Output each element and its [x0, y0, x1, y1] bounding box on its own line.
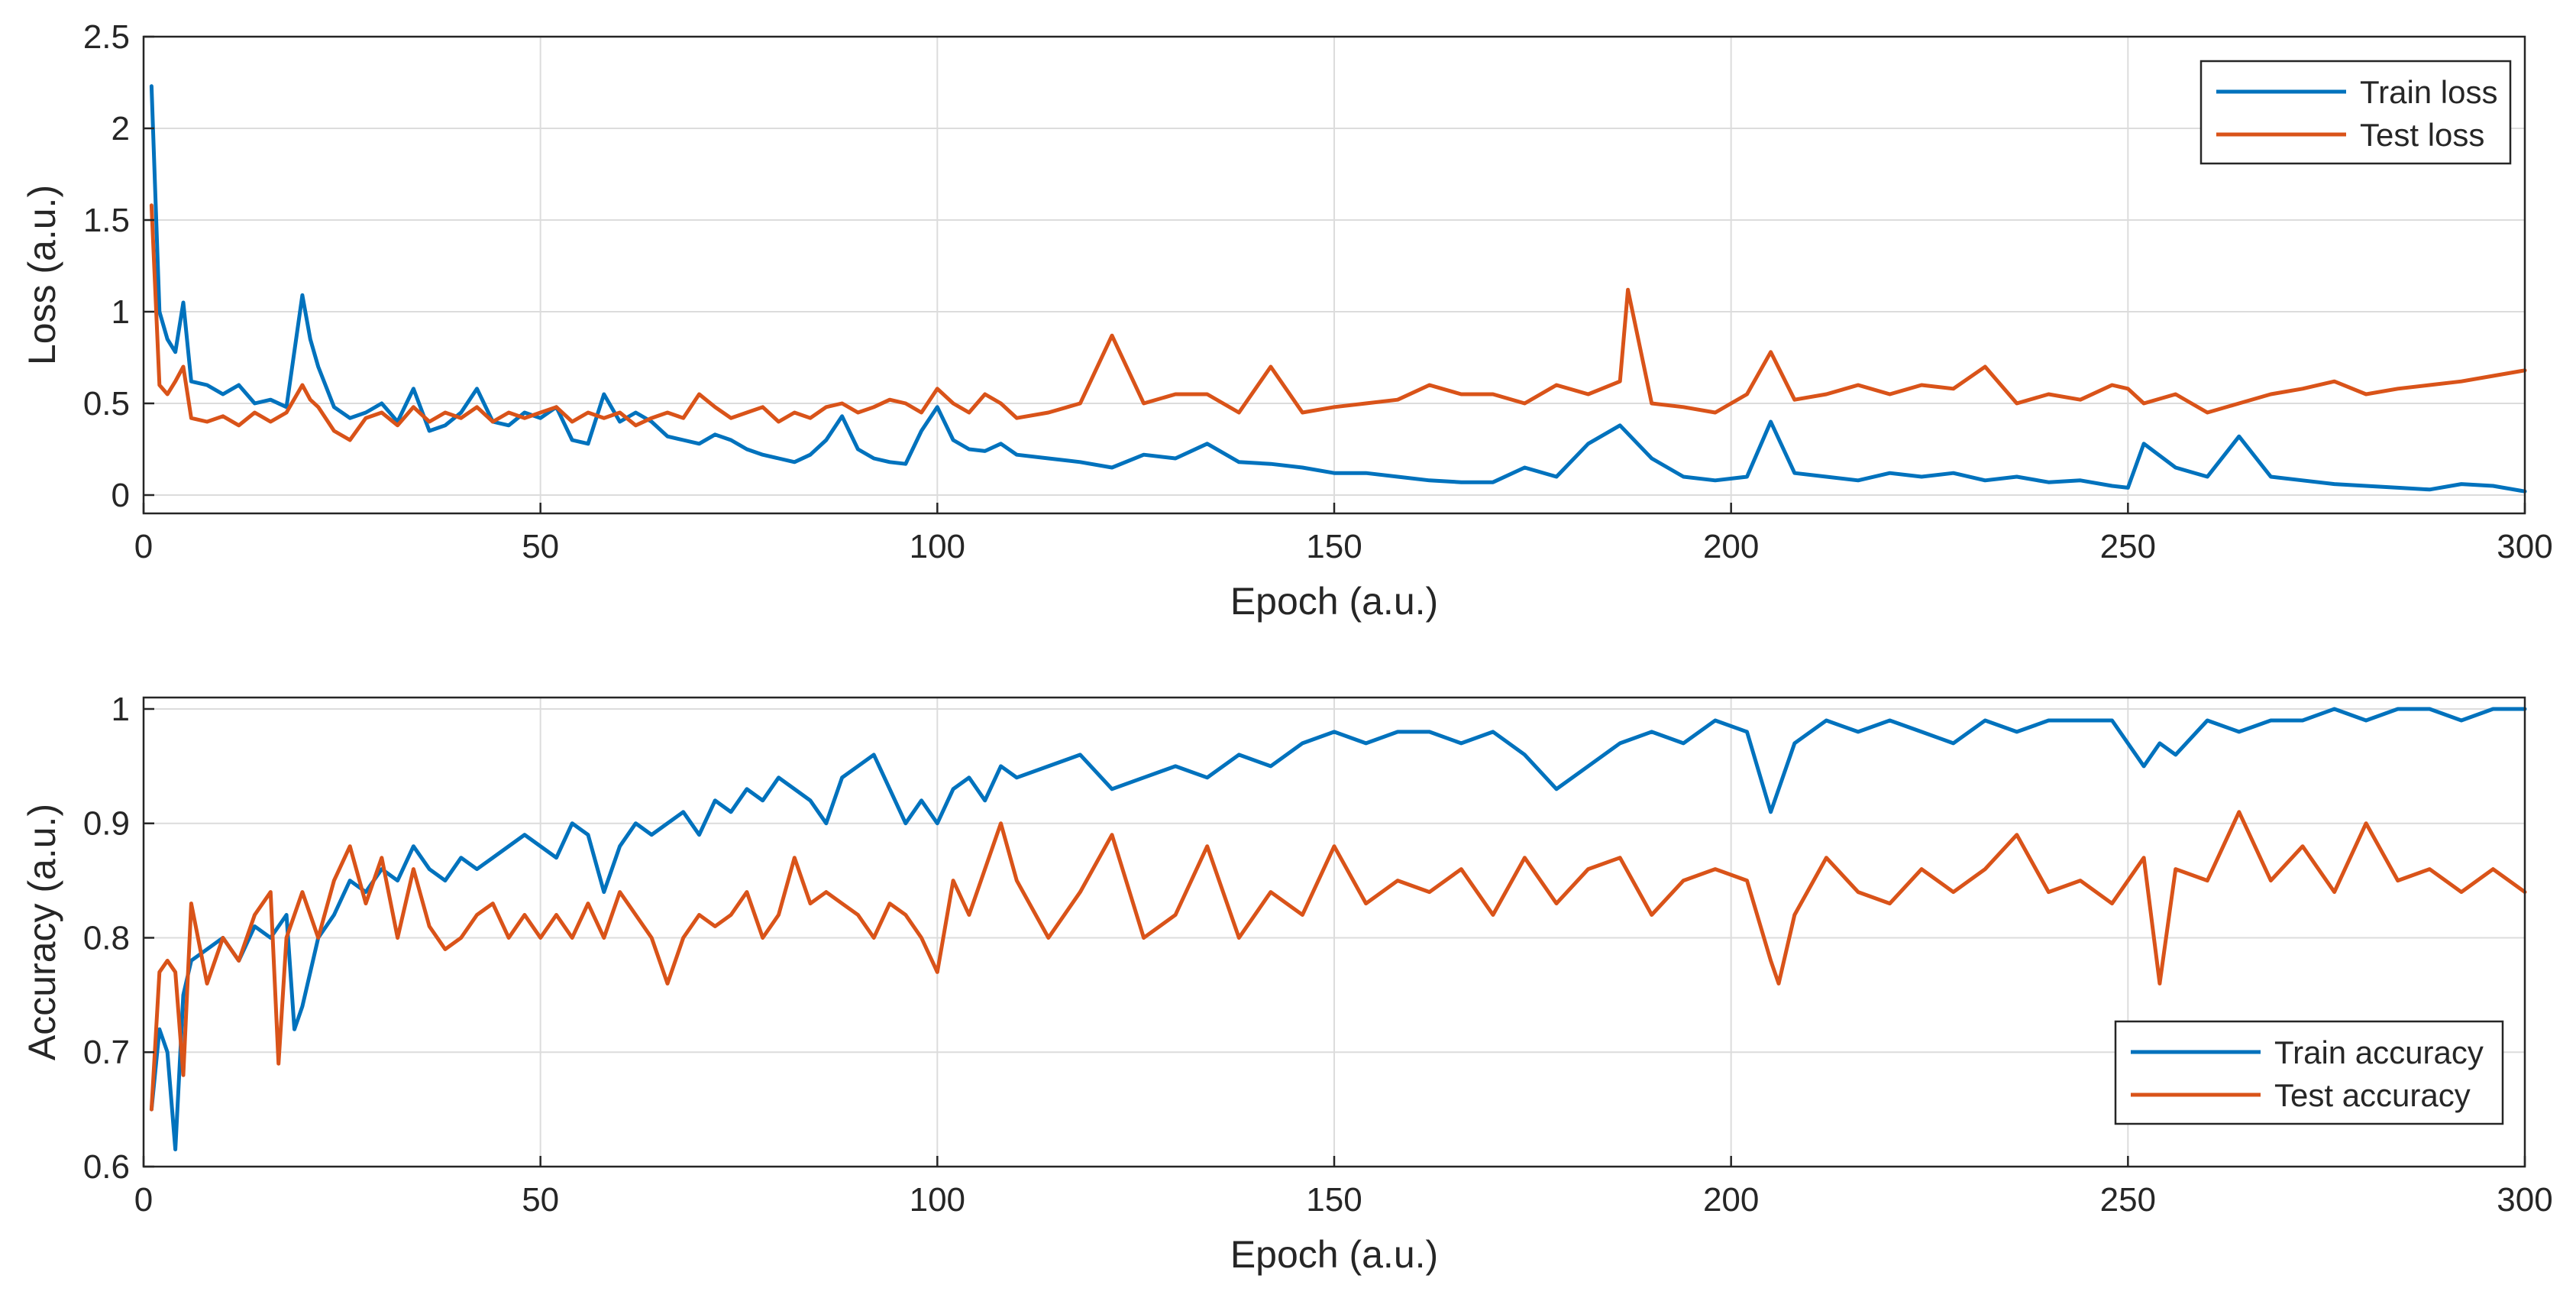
accuracy-x-tick-label: 300 [2497, 1181, 2552, 1219]
loss-x-tick-label: 200 [1703, 528, 1759, 565]
accuracy-x-tick-label: 0 [134, 1181, 153, 1219]
accuracy-legend: Train accuracy Test accuracy [2114, 1020, 2504, 1125]
accuracy-x-tick-label: 200 [1703, 1181, 1759, 1219]
loss-x-tick-label: 300 [2497, 528, 2552, 565]
accuracy-x-tick-label: 250 [2100, 1181, 2156, 1219]
loss-y-tick-label: 2 [112, 110, 130, 147]
loss-legend-box [2199, 60, 2512, 165]
loss-y-tick-label: 0.5 [83, 385, 130, 422]
accuracy-chart-panel: 0 50 100 150 200 250 300 0.6 0.7 0.8 0.9 1 Epoch (a.… [21, 691, 2553, 1276]
loss-x-tick-label: 0 [134, 528, 153, 565]
accuracy-y-tick-label: 0.7 [83, 1034, 130, 1071]
accuracy-x-tick-label: 100 [910, 1181, 965, 1219]
loss-x-tick-label: 50 [522, 528, 559, 565]
accuracy-y-axis-label: Accuracy (a.u.) [21, 804, 63, 1060]
loss-legend-label-test: Test loss [2360, 117, 2484, 153]
accuracy-series-test-line [149, 810, 2527, 1112]
loss-x-tick-label: 250 [2100, 528, 2156, 565]
loss-legend: Train loss Test loss [2199, 60, 2512, 165]
accuracy-y-tick-label: 0.9 [83, 805, 130, 843]
loss-x-tick-label: 150 [1306, 528, 1362, 565]
accuracy-series-train-line [149, 707, 2527, 1151]
loss-x-tick-label: 100 [910, 528, 965, 565]
accuracy-y-tick-label: 1 [112, 691, 130, 728]
loss-y-tick-label: 1.5 [83, 202, 130, 239]
accuracy-legend-label-train: Train accuracy [2274, 1034, 2484, 1070]
loss-series-train-line [149, 84, 2527, 494]
loss-legend-label-train: Train loss [2360, 74, 2498, 110]
loss-y-tick-label: 1 [112, 293, 130, 331]
loss-series-test-line [149, 203, 2527, 442]
loss-x-axis-label: Epoch (a.u.) [1230, 580, 1438, 623]
accuracy-legend-label-test: Test accuracy [2274, 1077, 2471, 1113]
accuracy-y-tick-label: 0.6 [83, 1148, 130, 1186]
accuracy-y-tick-label: 0.8 [83, 919, 130, 957]
accuracy-legend-box [2114, 1020, 2504, 1125]
loss-chart-panel: 0 50 100 150 200 250 300 0 0.5 1 1.5 2 2.5 Epoch (a.u… [21, 18, 2553, 623]
accuracy-x-tick-label: 150 [1306, 1181, 1362, 1219]
accuracy-x-axis-label: Epoch (a.u.) [1230, 1233, 1438, 1276]
loss-y-tick-label: 2.5 [83, 18, 130, 56]
loss-y-axis-label: Loss (a.u.) [21, 185, 63, 365]
accuracy-x-tick-label: 50 [522, 1181, 559, 1219]
loss-y-tick-label: 0 [112, 477, 130, 514]
